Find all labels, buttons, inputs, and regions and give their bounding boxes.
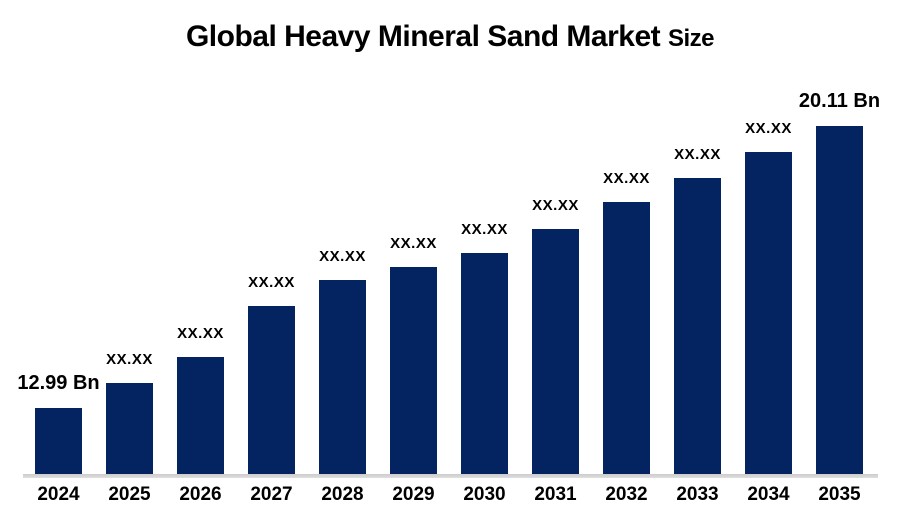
x-axis-line — [23, 474, 878, 478]
bar-2027 — [248, 306, 295, 475]
x-axis-tick-label-2028: 2028 — [321, 484, 364, 505]
bar-2029 — [390, 267, 437, 475]
chart-title-suffix: Size — [667, 25, 715, 52]
bar-value-label-2027: XX.XX — [248, 274, 295, 291]
bar-2033 — [674, 178, 721, 475]
bar-2031 — [532, 229, 579, 475]
x-axis-tick-label-2024: 2024 — [37, 484, 80, 505]
bar-2028 — [319, 280, 366, 475]
bar-2024 — [35, 408, 82, 475]
bar-value-label-2029: XX.XX — [390, 235, 437, 252]
bar-2032 — [603, 202, 650, 475]
bar-2034 — [745, 152, 792, 475]
x-axis-tick-label-2027: 2027 — [250, 484, 293, 505]
bar-value-label-2028: XX.XX — [319, 248, 366, 265]
x-axis-tick-label-2033: 2033 — [676, 484, 719, 505]
x-axis-tick-label-2031: 2031 — [534, 484, 577, 505]
bar-value-label-2034: XX.XX — [745, 120, 792, 137]
bar-value-label-2025: XX.XX — [106, 351, 153, 368]
bar-value-label-2033: XX.XX — [674, 146, 721, 163]
chart-title: Global Heavy Mineral Sand Market Size — [0, 20, 900, 54]
x-axis-tick-label-2025: 2025 — [108, 484, 151, 505]
bar-value-label-2030: XX.XX — [461, 221, 508, 238]
bar-value-label-2024: 12.99 Bn — [17, 372, 100, 394]
bar-2035 — [816, 126, 863, 475]
x-axis-tick-label-2030: 2030 — [463, 484, 506, 505]
bar-value-label-2026: XX.XX — [177, 325, 224, 342]
bar-value-label-2031: XX.XX — [532, 197, 579, 214]
x-axis-tick-label-2029: 2029 — [392, 484, 435, 505]
bar-value-label-2032: XX.XX — [603, 170, 650, 187]
bar-2025 — [106, 383, 153, 475]
bar-2026 — [177, 357, 224, 475]
chart-title-main: Global Heavy Mineral Sand Market — [185, 20, 661, 53]
x-axis-tick-label-2032: 2032 — [605, 484, 648, 505]
bar-value-label-2035: 20.11 Bn — [798, 90, 881, 112]
x-axis-tick-label-2026: 2026 — [179, 484, 222, 505]
x-axis-tick-label-2035: 2035 — [818, 484, 861, 505]
bar-2030 — [461, 253, 508, 475]
x-axis-tick-label-2034: 2034 — [747, 484, 790, 505]
